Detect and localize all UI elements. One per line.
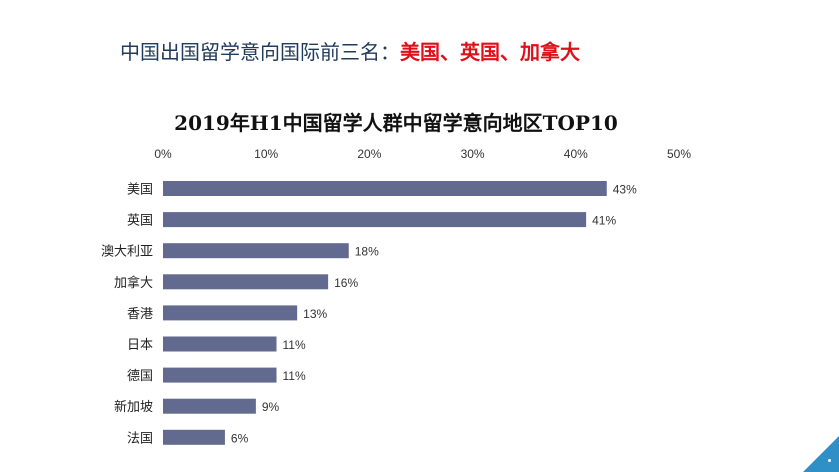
x-tick-label: 10% bbox=[254, 147, 278, 161]
slide-headline: 中国出国留学意向国际前三名：美国、英国、加拿大 bbox=[120, 36, 580, 65]
category-label: 美国 bbox=[127, 183, 153, 198]
data-label: 16% bbox=[334, 276, 358, 290]
bar bbox=[163, 243, 349, 259]
data-label: 43% bbox=[613, 183, 637, 197]
corner-badge bbox=[803, 436, 839, 472]
data-label: 18% bbox=[355, 245, 379, 259]
bar bbox=[163, 212, 587, 228]
data-label: 6% bbox=[231, 431, 249, 445]
bar bbox=[163, 398, 256, 414]
chart-panel: 2019年H1中国留学人群中留学意向地区TOP10 0% 10% 20% 30% 40%… bbox=[87, 96, 706, 472]
bar bbox=[163, 305, 298, 321]
category-label: 澳大利亚 bbox=[101, 244, 153, 260]
x-tick-label: 30% bbox=[461, 147, 485, 161]
data-label: 9% bbox=[262, 400, 280, 414]
headline-highlight: 美国、英国、加拿大 bbox=[400, 40, 580, 64]
category-label: 英国 bbox=[127, 214, 153, 229]
bar bbox=[163, 181, 607, 196]
data-label: 13% bbox=[303, 307, 327, 321]
data-label: 11% bbox=[283, 369, 306, 383]
category-label: 香港 bbox=[127, 307, 153, 322]
category-label: 日本 bbox=[127, 338, 153, 353]
category-label: 德国 bbox=[127, 369, 153, 384]
x-tick-label: 0% bbox=[154, 147, 172, 161]
category-label: 加拿大 bbox=[114, 275, 153, 291]
page-indicator-dot bbox=[828, 459, 831, 462]
category-label: 法国 bbox=[127, 431, 153, 446]
headline-prefix: 中国出国留学意向国际前三名： bbox=[120, 40, 400, 64]
bar bbox=[163, 274, 329, 290]
category-label: 新加坡 bbox=[114, 399, 153, 415]
x-tick-label: 50% bbox=[667, 147, 691, 161]
x-tick-label: 20% bbox=[357, 147, 381, 161]
bar bbox=[163, 367, 277, 383]
bar bbox=[163, 336, 277, 352]
data-label: 41% bbox=[592, 214, 616, 228]
chart-title: 2019年H1中国留学人群中留学意向地区TOP10 bbox=[174, 111, 618, 135]
bar bbox=[163, 429, 225, 445]
data-label: 11% bbox=[283, 338, 306, 352]
x-tick-label: 40% bbox=[564, 147, 588, 161]
bar-chart: 2019年H1中国留学人群中留学意向地区TOP10 0% 10% 20% 30% 40%… bbox=[101, 111, 691, 446]
